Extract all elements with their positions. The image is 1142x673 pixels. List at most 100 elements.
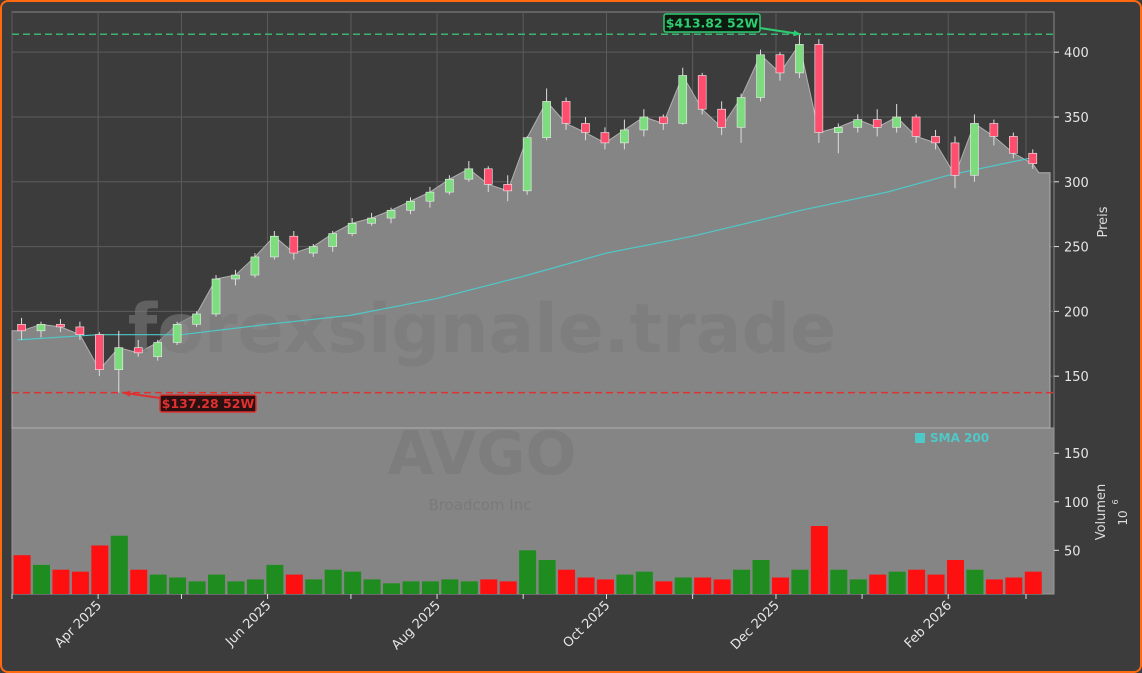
company-watermark: Broadcom Inc (428, 496, 531, 514)
candle (503, 175, 513, 202)
volume-bar (966, 569, 984, 594)
volume-bar (674, 577, 692, 594)
ticker-watermark: AVGO (387, 419, 576, 489)
volume-bar (1005, 577, 1023, 594)
volume-bar (635, 571, 653, 594)
candle (989, 119, 999, 146)
candle (56, 319, 65, 333)
candle-body (192, 313, 201, 325)
volume-bar (149, 574, 167, 594)
candle (542, 88, 551, 141)
candle (406, 197, 415, 215)
candle (561, 97, 571, 130)
volume-bar (519, 550, 537, 594)
date-tick-label: Apr 2025 (52, 598, 105, 651)
volume-bar (246, 579, 264, 594)
candle-body (308, 246, 318, 254)
volume-bar (869, 574, 887, 594)
volume-bar (305, 579, 323, 594)
candle (425, 186, 435, 208)
volume-bar (208, 574, 226, 594)
candle-body (814, 44, 824, 133)
candle (639, 109, 649, 137)
volume-bar (849, 579, 867, 594)
candle-body (639, 116, 649, 131)
candle-body (950, 142, 960, 176)
candle-body (367, 217, 376, 224)
candle (775, 52, 785, 81)
candle (697, 72, 707, 115)
date-tick-label: Jun 2025 (222, 598, 274, 650)
candle-body (834, 127, 843, 133)
candle (950, 136, 960, 189)
candle (328, 231, 338, 252)
volume-bar (791, 569, 809, 594)
price-tick-label: 350 (1064, 111, 1089, 126)
volume-bar (480, 579, 498, 594)
candle (289, 231, 299, 260)
candle-body (483, 168, 493, 185)
candle-body (620, 129, 629, 144)
volume-tick-label: 50 (1064, 544, 1081, 559)
candle-body (775, 54, 785, 74)
candle-body (95, 334, 104, 370)
volume-bar (266, 564, 284, 594)
candle-body (56, 324, 65, 328)
price-tick-label: 400 (1064, 46, 1089, 61)
volume-bar (771, 577, 789, 594)
candle-body (911, 116, 921, 137)
volume-bar (71, 571, 89, 594)
volume-tick-label: 100 (1064, 496, 1089, 511)
candle-body (425, 191, 435, 202)
candle (970, 114, 979, 182)
high-52w-label: $413.82 52W (666, 16, 759, 31)
volume-unit-exponent: 6 (1111, 499, 1120, 504)
volume-bar (13, 555, 31, 594)
volume-bar (441, 579, 459, 594)
candle (872, 109, 882, 137)
candle-body (522, 137, 532, 192)
candle-body (970, 123, 979, 176)
candle-body (231, 274, 240, 280)
candle (17, 317, 26, 340)
volume-bar (927, 574, 945, 594)
candle-body (1028, 152, 1038, 164)
price-tick-label: 300 (1064, 176, 1089, 191)
high-52w-annotation: $413.82 52W (663, 13, 802, 36)
candle (911, 114, 921, 143)
candle-body (445, 178, 454, 193)
candle-body (697, 75, 707, 110)
candle (367, 212, 376, 226)
volume-bar (421, 581, 439, 594)
price-tick-label: 200 (1064, 305, 1089, 320)
volume-bar (830, 569, 848, 594)
low-52w-label: $137.28 52W (162, 396, 255, 411)
volume-bar (52, 569, 70, 594)
candle (814, 39, 824, 143)
volume-bar (752, 560, 770, 594)
volume-bar (169, 577, 187, 594)
candle (445, 175, 454, 195)
volume-bar (616, 574, 634, 594)
candle-body (1009, 136, 1018, 154)
candle-body (717, 108, 726, 128)
volume-bar (324, 569, 342, 594)
legend: SMA 200 (915, 431, 989, 445)
candle-body (931, 136, 940, 144)
candle (931, 129, 940, 150)
volume-bar (363, 579, 381, 594)
volume-bar (985, 579, 1003, 594)
volume-bar (383, 583, 401, 594)
sma-legend-swatch (915, 433, 925, 443)
price-axis-label: Preis (1096, 206, 1111, 237)
price-tick-label: 250 (1064, 241, 1089, 256)
candle-body (756, 54, 765, 98)
candle (658, 114, 668, 130)
volume-unit-base: 10 (1116, 510, 1130, 525)
volume-unit: 10 6 (1111, 499, 1130, 525)
candle (600, 127, 610, 150)
candle-body (503, 184, 513, 192)
watermark: forexsignale.trade (128, 290, 837, 369)
candle (172, 321, 182, 346)
candle-body (853, 119, 863, 128)
